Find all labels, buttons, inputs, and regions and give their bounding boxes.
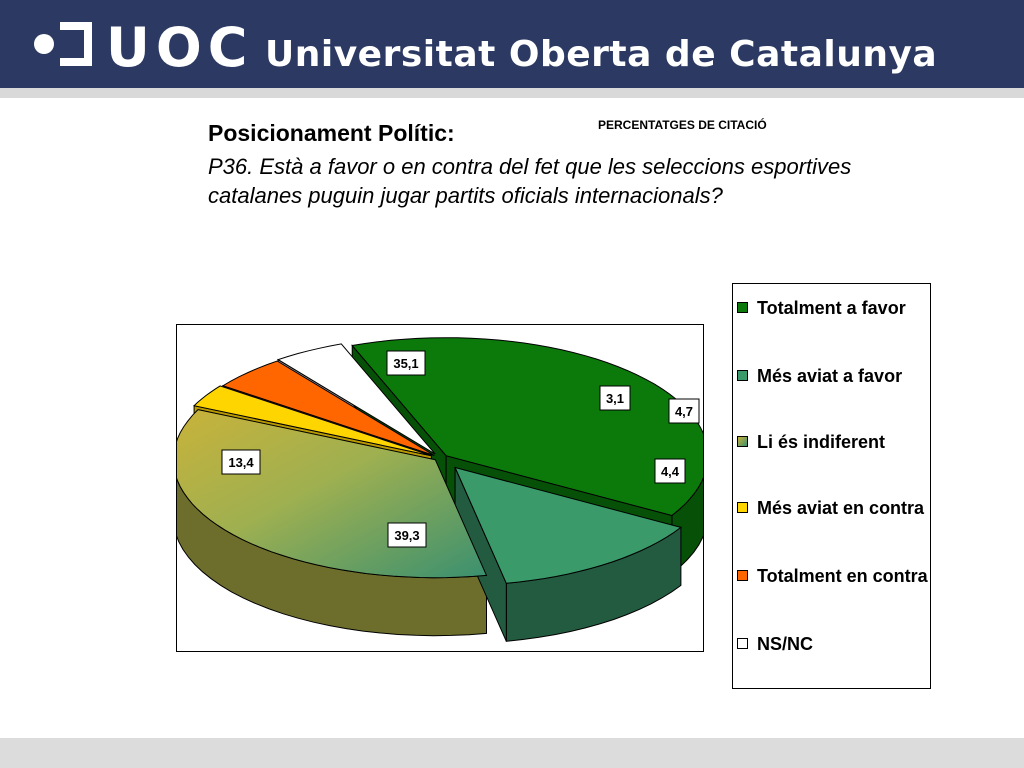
legend-swatch	[737, 570, 748, 581]
legend-swatch	[737, 502, 748, 513]
slide-title: Posicionament Polític:	[208, 120, 455, 146]
data-label-box	[386, 350, 426, 376]
pie-slice	[276, 343, 436, 455]
data-label-box	[599, 385, 631, 411]
data-label: 35,1	[386, 350, 426, 376]
legend-label: Totalment en contra	[757, 566, 928, 586]
data-label-text: 4,7	[675, 404, 693, 419]
data-label-text: 3,1	[606, 391, 624, 406]
chart-legend: Totalment a favor Més aviat a favor Li és …	[732, 283, 931, 689]
data-label: 3,1	[599, 385, 631, 411]
pie-slice	[221, 360, 435, 456]
pie-chart: 39,3 13,4 35,1 3,1 4,7 4,4	[177, 337, 703, 642]
data-label-text: 13,4	[228, 455, 254, 470]
data-label-box	[668, 398, 700, 424]
legend-label: NS/NC	[757, 634, 814, 654]
data-label-box	[654, 458, 686, 484]
logo-text: UOC	[106, 18, 245, 70]
data-label: 4,7	[668, 398, 700, 424]
pie-slice	[193, 385, 432, 457]
legend-swatch	[737, 638, 748, 649]
data-label: 4,4	[654, 458, 686, 484]
header-bar: UOC Universitat Oberta de Catalunya	[0, 0, 1024, 88]
data-label: 13,4	[221, 449, 261, 475]
uoc-logo: UOC	[34, 18, 245, 70]
legend-label: Més aviat a favor	[757, 366, 903, 386]
chart-subtitle: PERCENTATGES DE CITACIÓ	[598, 118, 767, 132]
logo-dot	[34, 34, 54, 54]
legend-swatch	[737, 436, 748, 447]
survey-question: P36. Està a favor o en contra del fet qu…	[208, 154, 852, 208]
data-label-box	[221, 449, 261, 475]
data-label-text: 35,1	[393, 356, 418, 371]
legend-swatch	[737, 302, 748, 313]
legend-swatch	[737, 370, 748, 381]
pie-slice	[351, 337, 703, 517]
data-label-text: 4,4	[661, 464, 680, 479]
legend-label: Li és indiferent	[757, 432, 886, 452]
data-label: 39,3	[387, 522, 427, 548]
footer-bar	[0, 738, 1024, 768]
pie-slice	[454, 466, 683, 584]
legend-label: Més aviat en contra	[757, 498, 925, 518]
pie-chart-frame: 39,3 13,4 35,1 3,1 4,7 4,4	[176, 324, 704, 652]
data-label-text: 39,3	[394, 528, 419, 543]
header-divider	[0, 88, 1024, 98]
data-label-box	[387, 522, 427, 548]
university-name: Universitat Oberta de Catalunya	[265, 34, 938, 75]
logo-bracket	[60, 22, 92, 66]
legend-label: Totalment a favor	[757, 298, 906, 318]
